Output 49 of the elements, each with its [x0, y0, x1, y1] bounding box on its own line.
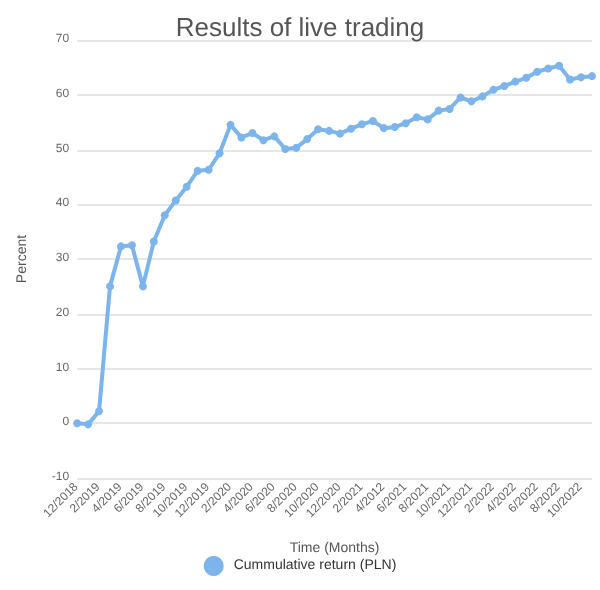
point — [237, 133, 246, 142]
point — [533, 67, 542, 76]
point — [127, 241, 136, 250]
point — [478, 92, 487, 101]
point — [226, 120, 235, 129]
point — [138, 282, 147, 291]
point — [566, 75, 575, 84]
point — [116, 242, 125, 251]
point — [73, 419, 82, 428]
point — [336, 129, 345, 138]
point — [390, 123, 399, 132]
point — [500, 81, 509, 90]
point — [412, 113, 421, 122]
point — [467, 97, 476, 106]
point — [160, 211, 169, 220]
point — [577, 73, 586, 82]
point — [204, 165, 213, 174]
point — [84, 420, 93, 429]
point — [379, 124, 388, 133]
point — [248, 129, 257, 138]
point — [401, 119, 410, 128]
point — [511, 77, 520, 86]
point — [281, 144, 290, 153]
point — [445, 104, 454, 113]
point — [303, 135, 312, 144]
point — [215, 149, 224, 158]
point — [555, 61, 564, 70]
point — [489, 85, 498, 94]
point — [171, 196, 180, 205]
chart-title: Results of live trading — [175, 12, 425, 42]
point — [292, 143, 301, 152]
point — [106, 282, 115, 291]
point — [182, 182, 191, 191]
point — [325, 126, 334, 135]
point — [434, 106, 443, 115]
point — [95, 407, 104, 416]
point — [270, 132, 279, 141]
point — [259, 136, 268, 145]
point — [544, 64, 553, 73]
point — [347, 124, 355, 133]
point — [423, 115, 432, 124]
point — [456, 93, 465, 102]
point — [314, 125, 323, 134]
point — [357, 120, 366, 129]
point — [149, 237, 158, 246]
point — [368, 117, 377, 126]
point — [193, 166, 202, 175]
point — [522, 73, 531, 82]
point — [588, 72, 596, 81]
